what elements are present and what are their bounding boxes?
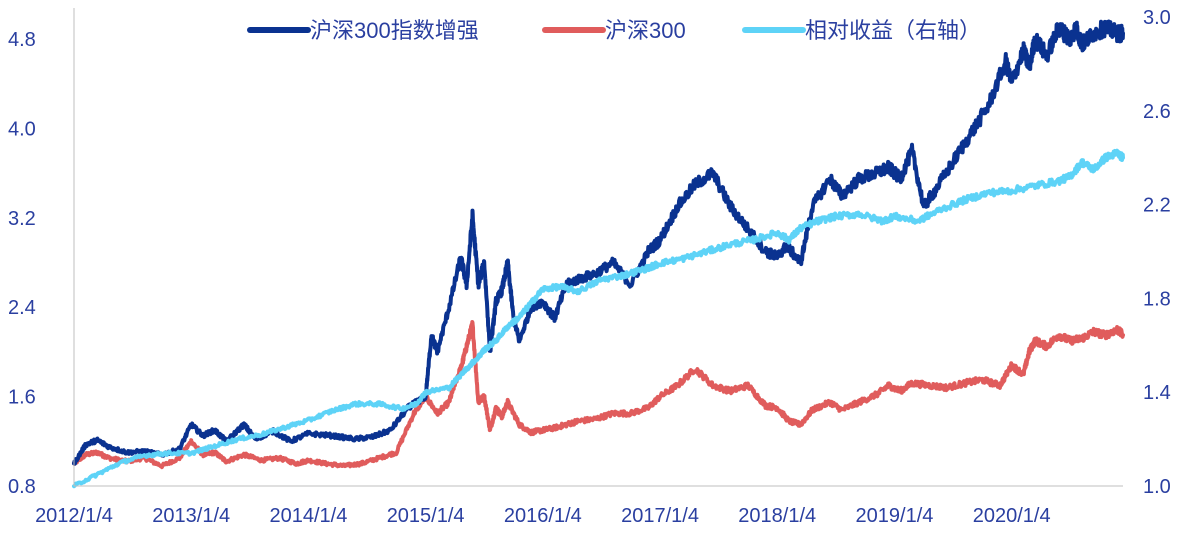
- right-tick-label: 1.4: [1143, 382, 1171, 404]
- left-tick-label: 0.8: [8, 476, 36, 498]
- right-y-axis: 1.0 1.4 1.8 2.2 2.6 3.0: [1143, 7, 1171, 498]
- left-tick-label: 4.0: [8, 118, 36, 140]
- x-tick-label: 2020/1/4: [973, 505, 1051, 527]
- right-tick-label: 2.6: [1143, 101, 1171, 123]
- legend: 沪深300指数增强 沪深300 相对收益（右轴）: [247, 18, 981, 43]
- x-tick-label: 2017/1/4: [621, 505, 699, 527]
- left-y-axis: 0.8 1.6 2.4 3.2 4.0 4.8: [8, 8, 75, 498]
- series-lines: [72, 19, 1125, 489]
- left-tick-label: 2.4: [8, 297, 36, 319]
- right-tick-label: 1.0: [1143, 476, 1171, 498]
- series-line-csi300: [72, 320, 1125, 470]
- right-tick-label: 3.0: [1143, 7, 1171, 29]
- x-tick-label: 2019/1/4: [856, 505, 934, 527]
- series-line-enhanced-index: [72, 19, 1125, 466]
- x-tick-label: 2014/1/4: [269, 505, 347, 527]
- x-tick-label: 2015/1/4: [387, 505, 465, 527]
- left-tick-label: 1.6: [8, 387, 36, 409]
- left-tick-label: 3.2: [8, 208, 36, 230]
- right-tick-label: 1.8: [1143, 288, 1171, 310]
- x-tick-label: 2016/1/4: [504, 505, 582, 527]
- legend-label-csi300: 沪深300: [605, 18, 686, 43]
- x-tick-label: 2018/1/4: [738, 505, 816, 527]
- x-tick-label: 2013/1/4: [152, 505, 230, 527]
- right-tick-label: 2.2: [1143, 195, 1171, 217]
- x-tick-label: 2012/1/4: [35, 505, 113, 527]
- x-axis: 2012/1/4 2013/1/4 2014/1/4 2015/1/4 2016/1/4…: [35, 485, 1123, 527]
- series-line-relative-return: [72, 148, 1125, 489]
- legend-label-enhanced-index: 沪深300指数增强: [310, 18, 479, 43]
- legend-label-relative-return: 相对收益（右轴）: [805, 18, 981, 43]
- left-tick-label: 4.8: [8, 29, 36, 51]
